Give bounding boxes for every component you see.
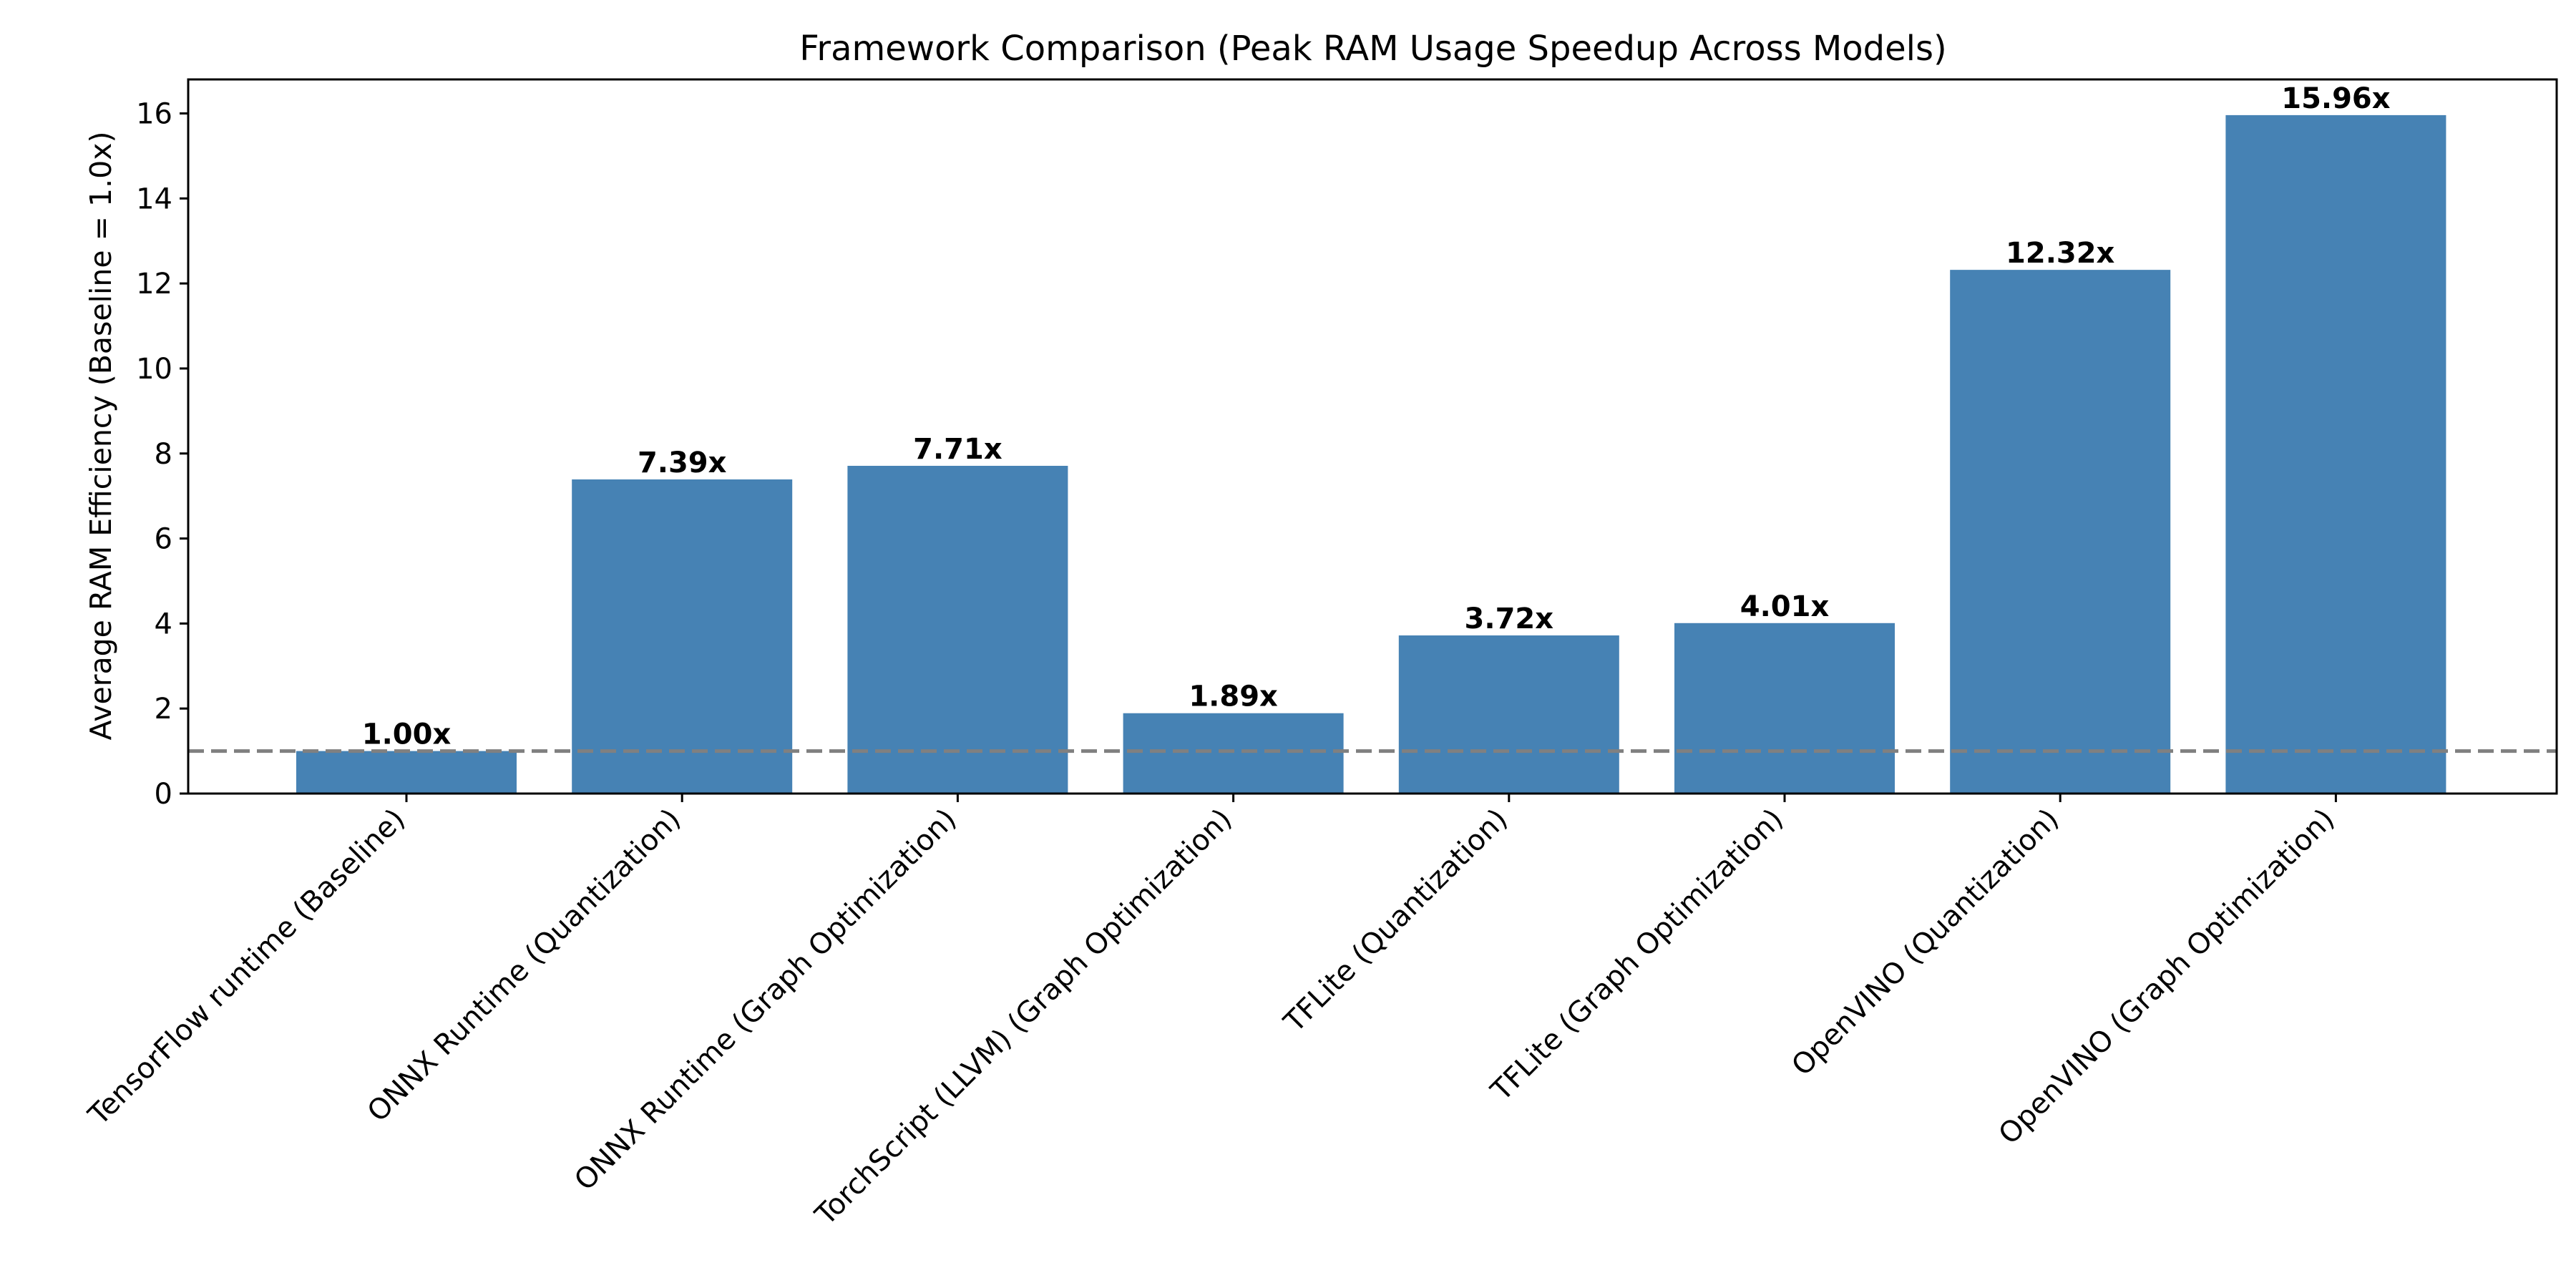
y-tick-label: 16	[136, 98, 172, 131]
bar	[2225, 114, 2446, 794]
bar	[1950, 270, 2171, 794]
y-tick-label: 6	[155, 523, 172, 556]
chart-title: Framework Comparison (Peak RAM Usage Spe…	[799, 29, 1946, 69]
y-tick-label: 0	[155, 778, 172, 811]
bar-value-label: 3.72x	[1465, 602, 1554, 635]
y-axis-label: Average RAM Efficiency (Baseline = 1.0x)	[84, 132, 118, 741]
y-tick-label: 10	[136, 353, 172, 386]
bar-value-label: 12.32x	[2006, 237, 2115, 270]
bar-value-label: 7.39x	[638, 447, 727, 479]
x-tick-label: TorchScript (LLVM) (Graph Optimization)	[809, 803, 1238, 1232]
x-tick-label: OpenVINO (Quantization)	[1785, 803, 2065, 1083]
y-tick-label: 8	[155, 438, 172, 471]
bar	[847, 465, 1068, 794]
x-tick-label: TFLite (Graph Optimization)	[1484, 803, 1790, 1108]
x-tick-label: ONNX Runtime (Quantization)	[361, 803, 687, 1128]
bar-value-label: 1.00x	[362, 718, 452, 751]
bar-value-label: 1.89x	[1189, 680, 1278, 713]
bar	[296, 751, 517, 794]
axes-frame	[187, 78, 2558, 795]
bar	[572, 479, 793, 794]
bar	[1674, 623, 1895, 794]
plot-area: 1.00x 7.39x 7.71x 1.89x 3.72x 4.01x 12.32x 15.9…	[82, 78, 2558, 1232]
x-tick-label: TensorFlow runtime (Baseline)	[82, 803, 411, 1133]
y-tick-label: 2	[155, 693, 172, 726]
bar-value-label: 7.71x	[913, 433, 1002, 466]
y-tick-label: 4	[155, 608, 172, 640]
bar-value-label: 4.01x	[1740, 590, 1830, 623]
x-tick-label: TFLite (Quantization)	[1277, 803, 1514, 1040]
y-tick-label: 14	[136, 182, 172, 215]
bar-value-label: 15.96x	[2281, 82, 2391, 115]
y-tick-label: 12	[136, 268, 172, 301]
bar	[1398, 635, 1619, 794]
x-tick-label: OpenVINO (Graph Optimization)	[1993, 803, 2341, 1151]
bar	[1123, 713, 1344, 794]
